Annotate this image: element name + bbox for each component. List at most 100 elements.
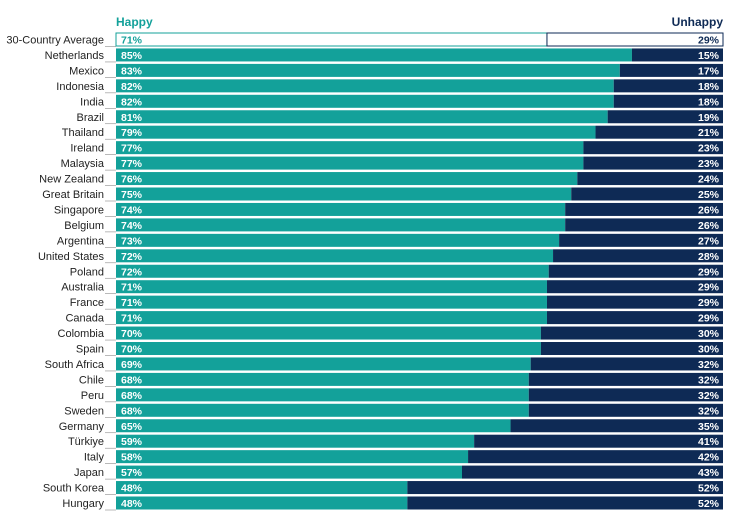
- bar-unhappy-colombia: [540, 326, 723, 340]
- value-label-unhappy-malaysia: 23%: [698, 158, 720, 170]
- bar-unhappy-france: [546, 295, 723, 309]
- bar-unhappy-italy: [468, 450, 723, 464]
- value-label-unhappy-south-korea: 52%: [698, 483, 720, 495]
- bar-unhappy-belgium: [565, 218, 723, 232]
- bar-unhappy-south-africa: [530, 357, 723, 371]
- value-label-unhappy-30-country-average: 29%: [698, 35, 720, 47]
- category-label-poland: Poland: [70, 266, 104, 278]
- bar-unhappy-great-britain: [571, 187, 723, 201]
- value-label-happy-new-zealand: 76%: [121, 174, 143, 186]
- value-label-unhappy-germany: 35%: [698, 421, 720, 433]
- value-label-happy-hungary: 48%: [121, 498, 143, 510]
- bar-unhappy-ireland: [583, 141, 723, 155]
- value-label-happy-mexico: 83%: [121, 65, 143, 77]
- value-label-unhappy-brazil: 19%: [698, 112, 720, 124]
- value-label-unhappy-argentina: 27%: [698, 235, 720, 247]
- value-label-happy-colombia: 70%: [121, 328, 143, 340]
- bar-happy-ireland: [116, 141, 584, 155]
- bar-unhappy-indonesia: [613, 79, 723, 93]
- value-label-unhappy-australia: 29%: [698, 282, 720, 294]
- value-label-happy-peru: 68%: [121, 390, 143, 402]
- bar-happy-japan: [116, 465, 462, 479]
- value-label-unhappy-hungary: 52%: [698, 498, 720, 510]
- value-label-happy-germany: 65%: [121, 421, 143, 433]
- category-label-argentina: Argentina: [57, 235, 105, 247]
- category-label-japan: Japan: [74, 467, 104, 479]
- value-label-unhappy-japan: 43%: [698, 467, 720, 479]
- bar-unhappy-malaysia: [583, 156, 723, 170]
- value-label-unhappy-great-britain: 25%: [698, 189, 720, 201]
- category-label-united-states: United States: [38, 251, 105, 263]
- bar-happy-colombia: [116, 326, 541, 340]
- bar-happy-south-korea: [116, 481, 408, 495]
- bar-happy-thailand: [116, 125, 596, 139]
- value-label-happy-ireland: 77%: [121, 143, 143, 155]
- bar-unhappy-japan: [461, 465, 723, 479]
- bar-happy-argentina: [116, 233, 560, 247]
- bar-happy-india: [116, 94, 614, 108]
- bar-happy-sweden: [116, 403, 529, 417]
- category-label-new-zealand: New Zealand: [39, 174, 104, 186]
- value-label-unhappy-ireland: 23%: [698, 143, 720, 155]
- category-label-italy: Italy: [84, 452, 105, 464]
- bar-unhappy-south-korea: [407, 481, 723, 495]
- bar-happy-south-africa: [116, 357, 531, 371]
- bar-happy-indonesia: [116, 79, 614, 93]
- bar-happy-brazil: [116, 110, 608, 124]
- value-label-happy-india: 82%: [121, 96, 143, 108]
- bar-happy-new-zealand: [116, 172, 578, 186]
- value-label-unhappy-india: 18%: [698, 96, 720, 108]
- value-label-happy-south-korea: 48%: [121, 483, 143, 495]
- category-label-belgium: Belgium: [64, 220, 104, 232]
- value-label-happy-sweden: 68%: [121, 405, 143, 417]
- bar-unhappy-poland: [548, 264, 723, 278]
- value-label-unhappy-mexico: 17%: [698, 65, 720, 77]
- bar-unhappy-30-country-average: [546, 32, 724, 47]
- bar-unhappy-argentina: [559, 233, 723, 247]
- value-label-happy-spain: 70%: [121, 344, 143, 356]
- bar-unhappy-hungary: [407, 496, 723, 510]
- category-label-indonesia: Indonesia: [56, 81, 105, 93]
- value-label-happy-australia: 71%: [121, 282, 143, 294]
- value-label-unhappy-chile: 32%: [698, 374, 720, 386]
- bar-happy-france: [116, 295, 547, 309]
- category-label-ireland: Ireland: [70, 143, 104, 155]
- bar-unhappy-new-zealand: [577, 172, 723, 186]
- category-label-australia: Australia: [61, 282, 105, 294]
- category-label-south-korea: South Korea: [43, 483, 105, 495]
- bar-unhappy-chile: [528, 372, 723, 386]
- bar-unhappy-spain: [540, 342, 723, 355]
- value-label-unhappy-spain: 30%: [698, 344, 720, 356]
- category-label-thailand: Thailand: [62, 127, 104, 139]
- category-label-30-country-average: 30-Country Average: [6, 35, 104, 47]
- value-label-unhappy-italy: 42%: [698, 452, 720, 464]
- legend-unhappy-label: Unhappy: [672, 15, 724, 29]
- value-label-happy-united-states: 72%: [121, 251, 143, 263]
- category-label-france: France: [70, 297, 104, 309]
- chart-rows: 30-Country Average 71% 29% Netherlands 85% 15…: [6, 32, 724, 511]
- category-label-netherlands: Netherlands: [45, 50, 105, 62]
- bar-happy-30-country-average: [115, 32, 548, 47]
- value-label-unhappy-south-africa: 32%: [698, 359, 720, 371]
- value-label-happy-malaysia: 77%: [121, 158, 143, 170]
- category-label-germany: Germany: [59, 421, 105, 433]
- bar-unhappy-mexico: [619, 63, 723, 77]
- bar-unhappy-netherlands: [631, 48, 723, 62]
- bar-happy-spain: [116, 342, 541, 355]
- category-label-turkiye: Türkiye: [68, 436, 104, 448]
- value-label-unhappy-united-states: 28%: [698, 251, 720, 263]
- bar-happy-chile: [116, 372, 529, 386]
- value-label-unhappy-turkiye: 41%: [698, 436, 720, 448]
- value-label-unhappy-belgium: 26%: [698, 220, 720, 232]
- value-label-happy-canada: 71%: [121, 313, 143, 325]
- bar-happy-canada: [116, 311, 547, 325]
- legend-happy-label: Happy: [116, 15, 153, 29]
- category-label-chile: Chile: [79, 374, 104, 386]
- value-label-happy-indonesia: 82%: [121, 81, 143, 93]
- value-label-happy-belgium: 74%: [121, 220, 143, 232]
- bar-unhappy-sweden: [528, 403, 723, 417]
- value-label-unhappy-peru: 32%: [698, 390, 720, 402]
- bar-unhappy-singapore: [565, 202, 723, 216]
- bar-happy-malaysia: [116, 156, 584, 170]
